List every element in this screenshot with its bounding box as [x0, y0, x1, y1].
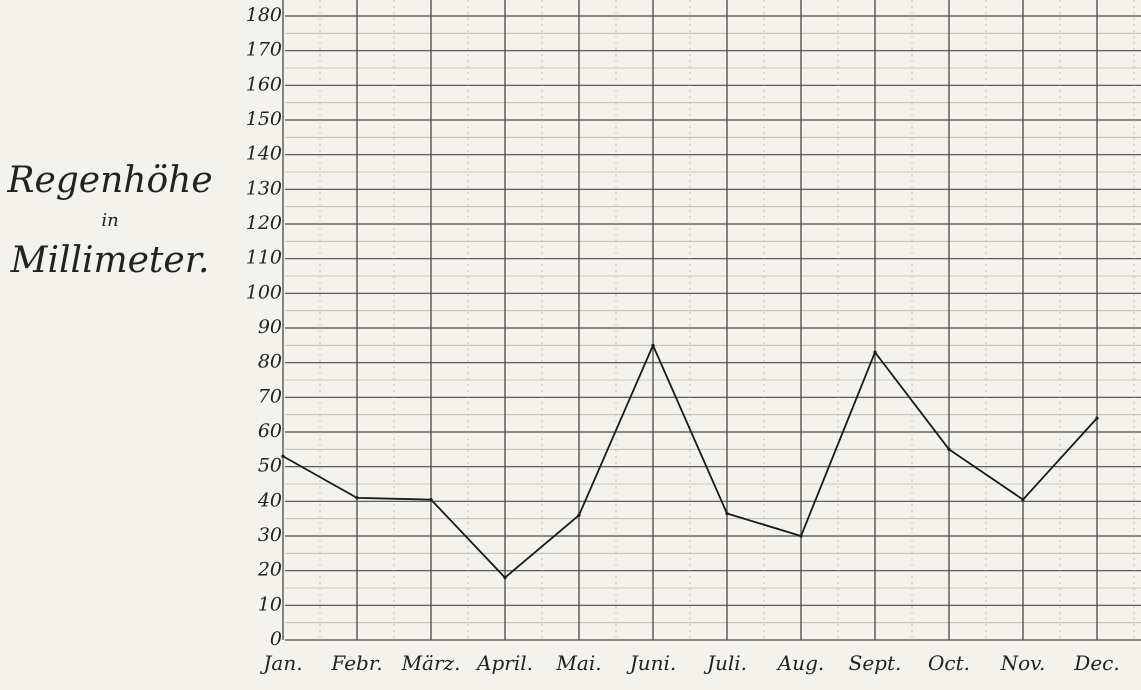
y-axis-title-line2: in [101, 210, 118, 231]
data-point [1021, 498, 1025, 502]
y-tick-label: 160 [246, 73, 282, 95]
y-tick-label: 60 [258, 420, 282, 442]
y-tick-label: 150 [246, 108, 282, 130]
y-tick-label: 70 [258, 385, 282, 407]
data-point [947, 447, 951, 451]
y-tick-label: 10 [258, 593, 282, 615]
data-point [651, 343, 655, 347]
y-tick-label: 50 [258, 455, 282, 477]
y-tick-label: 110 [246, 247, 282, 269]
y-tick-label: 140 [246, 143, 282, 165]
y-tick-label: 130 [246, 177, 282, 199]
data-point [281, 454, 285, 458]
data-point [577, 513, 581, 517]
y-tick-label: 40 [257, 489, 282, 511]
data-point [873, 350, 877, 354]
grid [282, 0, 1141, 641]
x-category-label: April. [475, 651, 533, 675]
x-category-label: Juni. [626, 651, 677, 675]
y-axis-title-line3: Millimeter. [10, 240, 210, 281]
y-axis-title: Regenhöhe in Millimeter. [6, 160, 212, 281]
y-tick-label: 90 [258, 316, 282, 338]
x-category-label: Jan. [259, 651, 302, 675]
x-category-label: Sept. [849, 651, 902, 675]
data-point [725, 511, 729, 516]
series-line [282, 343, 1098, 579]
y-tick-label: 20 [257, 559, 282, 581]
data-point [503, 576, 507, 580]
x-axis-ticks: Jan. Febr. März. April. Mai. Juni. Juli. Aug. Se… [259, 651, 1119, 675]
x-category-label: März. [401, 651, 461, 675]
x-category-label: Mai. [555, 651, 601, 675]
y-tick-label: 100 [246, 281, 282, 303]
data-point [355, 496, 359, 500]
x-category-label: Febr. [330, 651, 382, 675]
y-tick-label: 170 [246, 39, 282, 61]
x-category-label: Aug. [776, 651, 824, 675]
x-category-label: Juli. [703, 651, 747, 675]
y-tick-label: 80 [258, 351, 282, 373]
series-layer [281, 343, 1099, 580]
y-tick-label: 30 [258, 524, 282, 546]
y-axis-title-line1: Regenhöhe [6, 160, 212, 201]
y-tick-label: 0 [270, 628, 282, 650]
y-tick-label: 120 [246, 212, 282, 234]
y-tick-label: 180 [246, 4, 282, 26]
x-category-label: Nov. [1000, 651, 1046, 675]
data-point [429, 498, 433, 502]
data-point [1095, 416, 1099, 420]
x-category-label: Dec. [1073, 651, 1119, 675]
data-point [799, 534, 803, 538]
y-axis-ticks: 0 10 20 30 40 50 60 70 80 90 100 110 120 130 140 150 160… [246, 4, 282, 650]
x-category-label: Oct. [928, 651, 970, 675]
